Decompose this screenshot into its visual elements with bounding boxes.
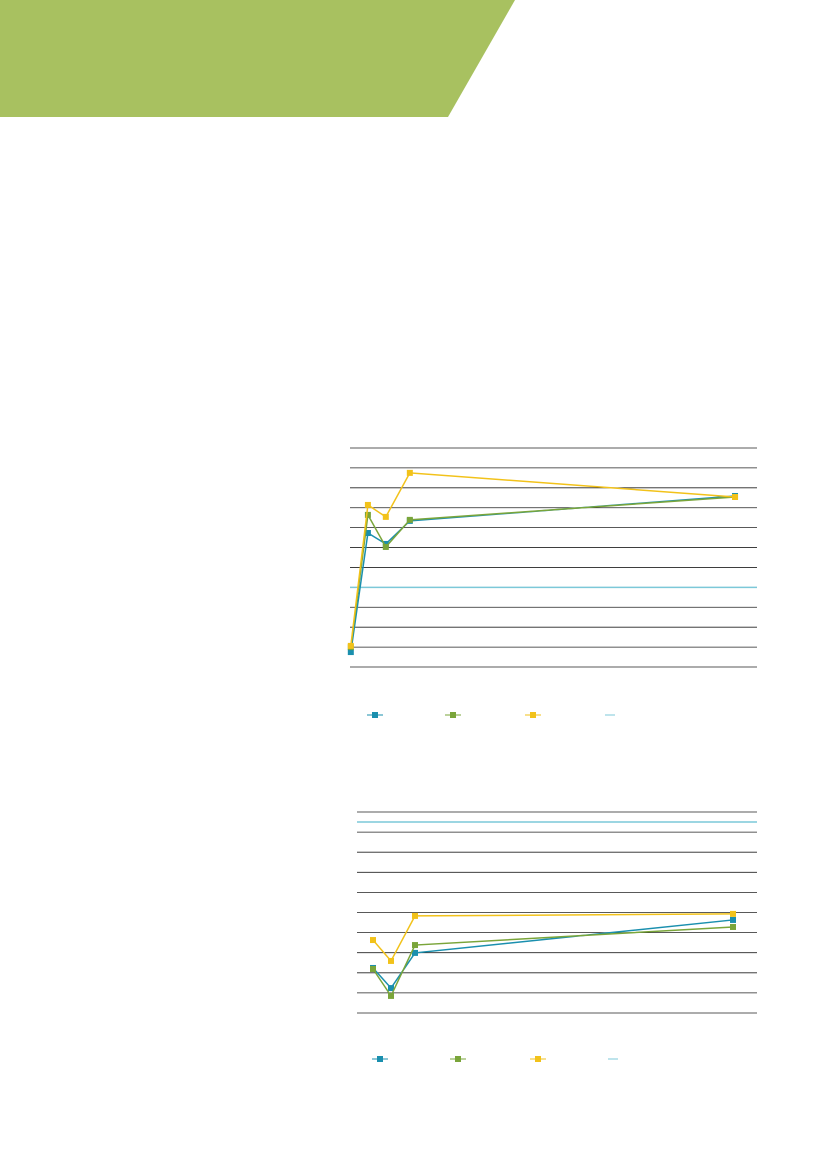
point-marker [412, 912, 418, 919]
point-marker [382, 543, 389, 550]
series-line [372, 913, 734, 963]
header-banner [0, 0, 515, 117]
point-marker [388, 992, 394, 999]
series-line [350, 472, 736, 646]
point-marker [370, 965, 376, 972]
point-marker [412, 949, 418, 956]
point-marker [364, 501, 371, 508]
point-marker [388, 957, 394, 964]
point-marker [406, 516, 413, 523]
point-marker [364, 511, 371, 518]
point-marker [370, 937, 376, 944]
point-marker [730, 923, 736, 930]
point-marker [382, 513, 389, 520]
point-marker [730, 910, 736, 917]
point-marker [406, 469, 413, 476]
point-marker [347, 649, 354, 656]
legend-marker [530, 712, 536, 718]
point-marker [730, 916, 736, 923]
point-marker [732, 493, 739, 500]
legend-marker [535, 1056, 541, 1062]
point-marker [388, 985, 394, 992]
legend-marker [455, 1056, 461, 1062]
legend-marker [377, 1056, 383, 1062]
point-marker [412, 942, 418, 949]
point-marker [364, 530, 371, 537]
series-line [372, 926, 734, 998]
point-marker [347, 642, 354, 649]
legend-marker [372, 712, 378, 718]
legend-marker [450, 712, 456, 718]
